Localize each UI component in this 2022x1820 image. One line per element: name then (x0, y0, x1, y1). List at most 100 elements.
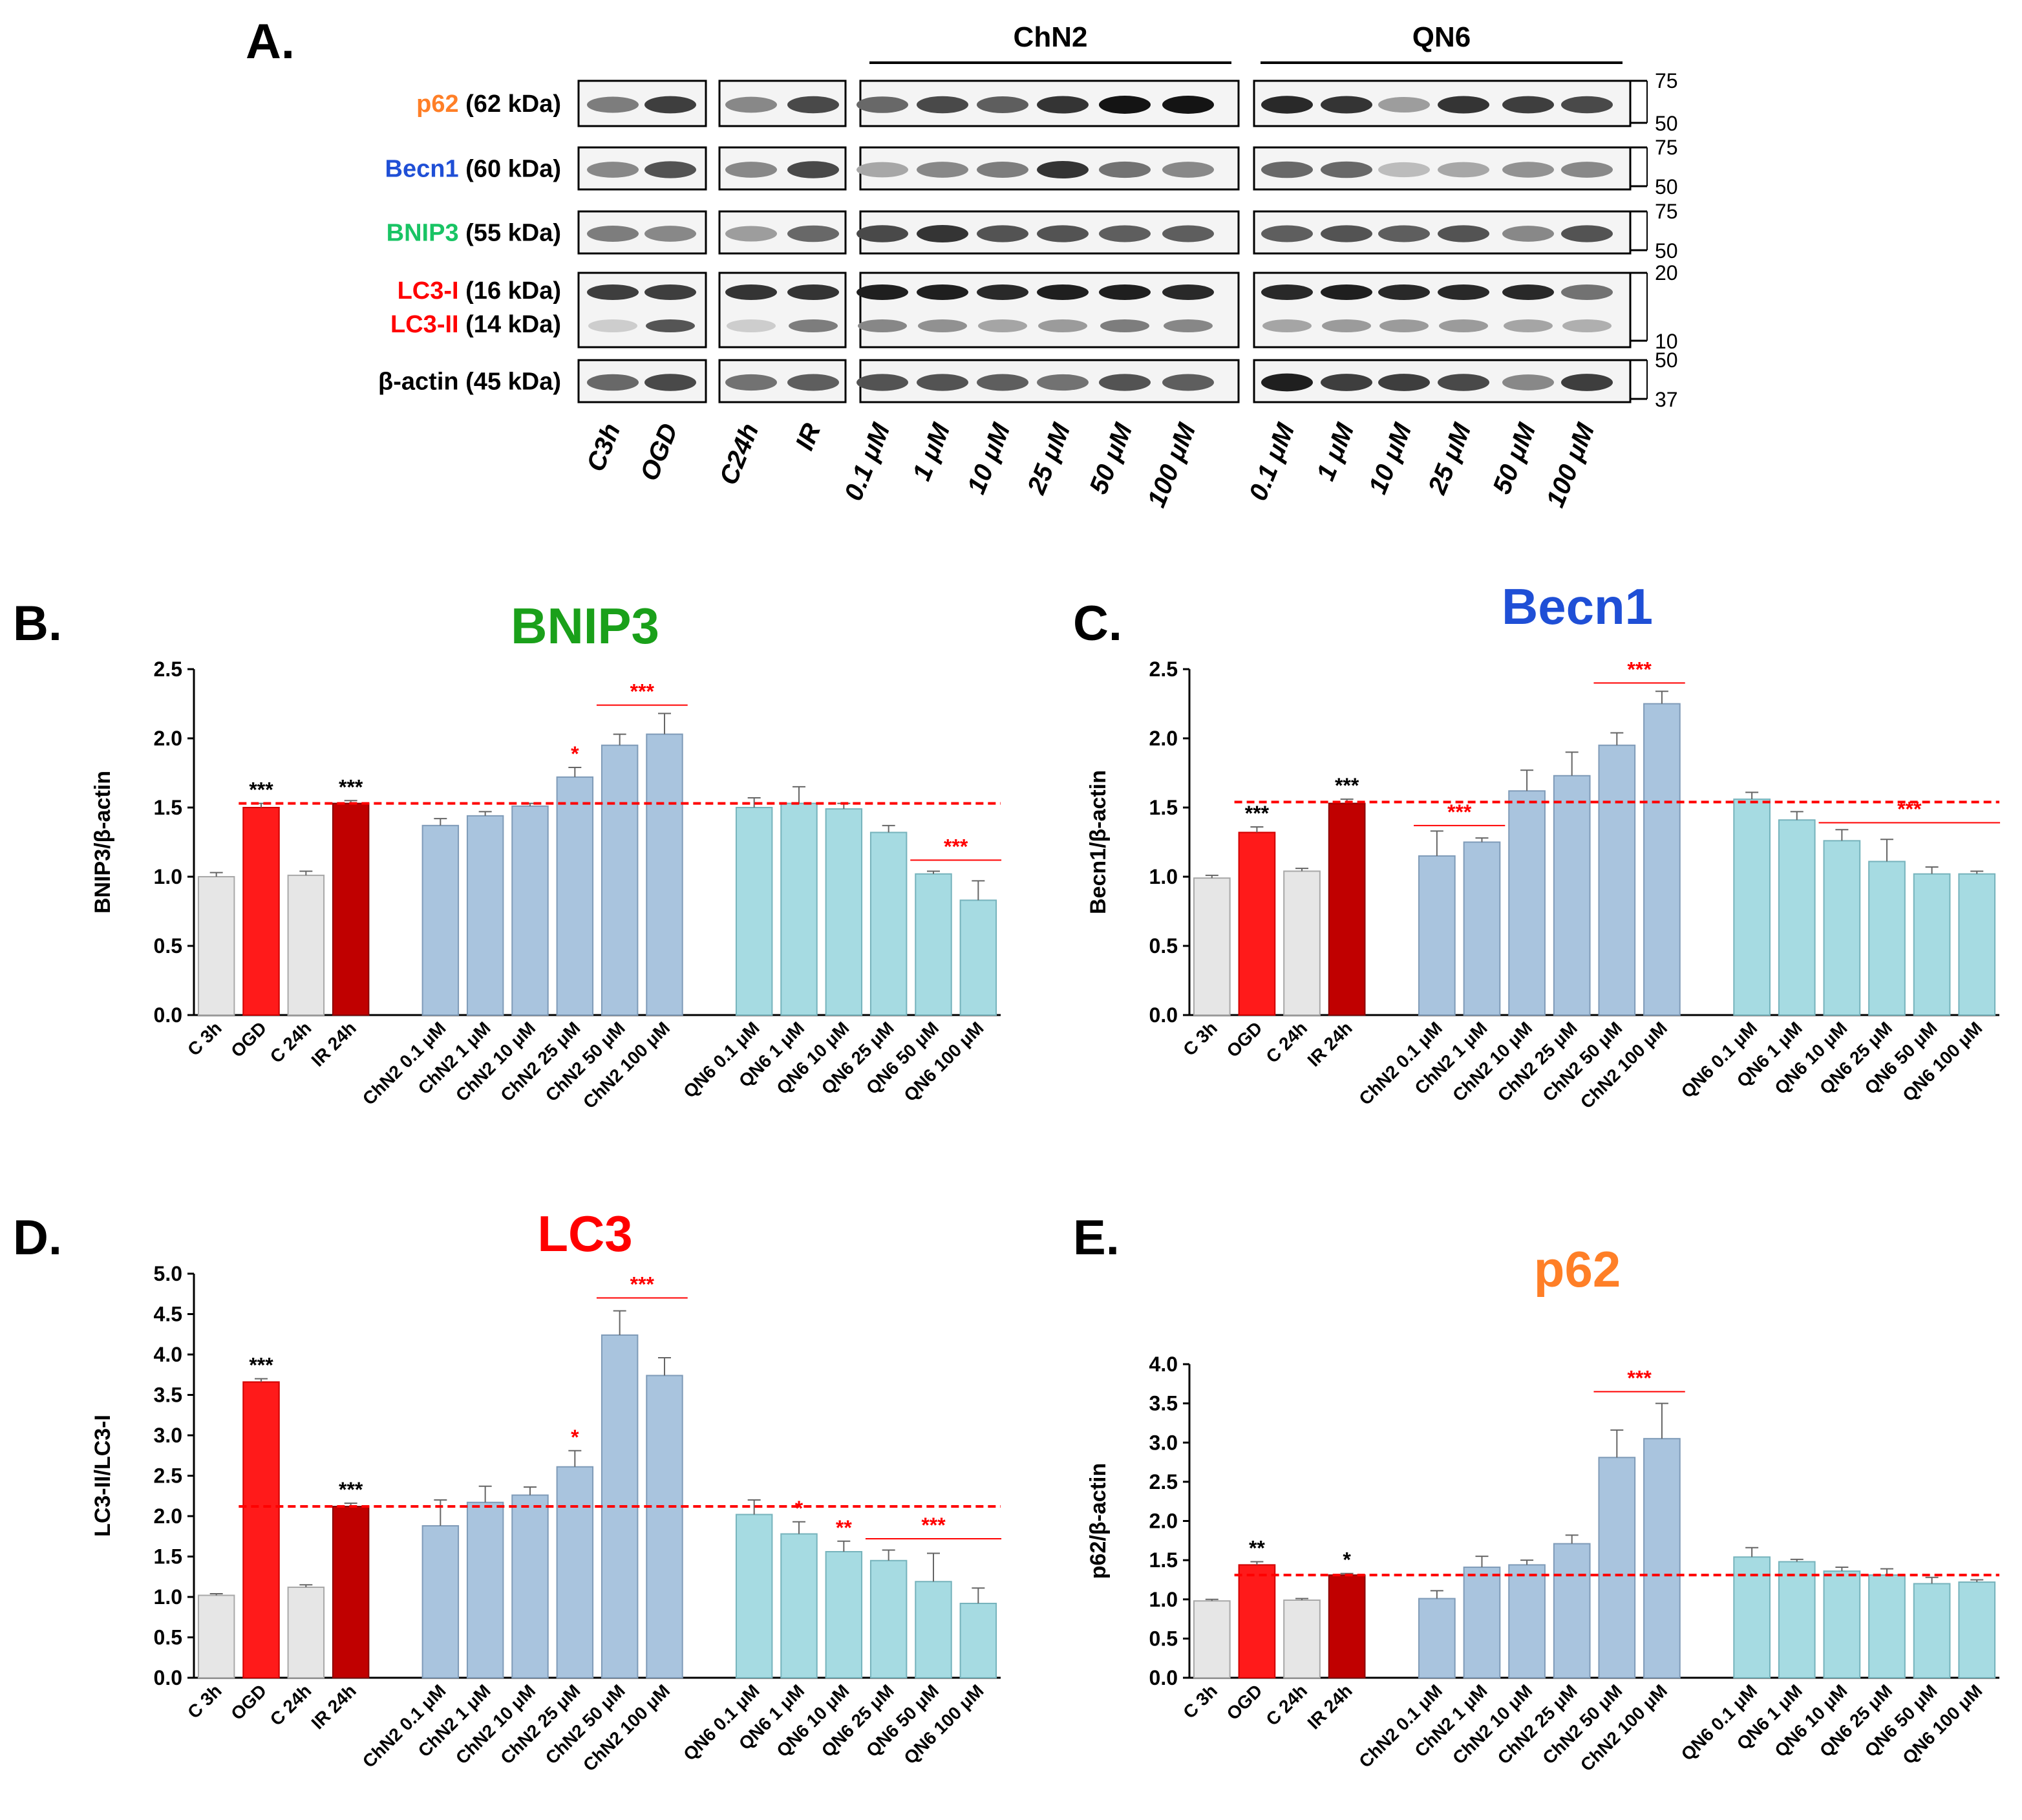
y-axis-label: BNIP3/β-actin (90, 771, 115, 914)
significance-marker: *** (249, 778, 273, 802)
significance-marker: *** (339, 775, 363, 798)
bar (1913, 873, 1951, 1016)
y-tick-label: 4.0 (154, 1343, 182, 1366)
blot-band (727, 319, 776, 332)
bnip3-chart: B. BNIP3 BNIP3/β-actin 0.0 0.5 1.0 1.5 2.0 2.5 C … (13, 596, 1002, 1113)
blot-band (644, 96, 696, 114)
blot-band (1378, 225, 1430, 242)
blot-band (1321, 374, 1372, 391)
y-tick-label: 1.5 (154, 796, 182, 819)
bar (287, 1587, 325, 1678)
bar (466, 815, 504, 1016)
lane-label: 1 μM (1312, 418, 1360, 484)
bar (1283, 1599, 1321, 1678)
bar (242, 807, 280, 1016)
bar (1328, 802, 1366, 1016)
significance-marker: *** (1627, 658, 1652, 681)
blot-band (1037, 284, 1089, 300)
lane-label: 1 μM (908, 418, 956, 484)
bar (421, 824, 460, 1016)
significance-marker: *** (630, 1273, 655, 1296)
lane-label: 0.1 μM (839, 418, 896, 504)
blot-label: Becn1 (60 kDa) (385, 156, 561, 183)
blot-band (1321, 161, 1372, 178)
bar (511, 805, 549, 1016)
blot-band (646, 319, 695, 332)
bar (1958, 873, 1996, 1016)
blot-band (917, 374, 968, 391)
panel-letter: B. (13, 596, 62, 651)
significance-marker: *** (944, 835, 968, 858)
x-tick-label: IR 24h (308, 1680, 360, 1733)
bar (1553, 1543, 1591, 1679)
blot-band (1162, 96, 1214, 114)
x-tick-label: C 3h (184, 1680, 226, 1722)
lane-label: IR (791, 420, 827, 455)
bar (1598, 1457, 1636, 1679)
y-tick-label: 1.0 (154, 1585, 182, 1609)
lane-label: 10 μM (1363, 418, 1418, 498)
y-tick-label: 2.0 (1149, 1510, 1178, 1533)
bar (735, 807, 773, 1016)
bar (1823, 1570, 1861, 1679)
bar (287, 874, 325, 1016)
blot-band (977, 374, 1028, 391)
bar (825, 1551, 863, 1678)
y-tick-label: 1.5 (1149, 796, 1178, 819)
bar (780, 1533, 818, 1678)
bar (1508, 790, 1546, 1016)
lane-label: 100 μM (1142, 418, 1202, 511)
blot-band (857, 374, 908, 391)
blot-band (917, 224, 968, 243)
bar (915, 1581, 952, 1678)
blot-band (857, 162, 908, 178)
blot-band (1037, 225, 1089, 242)
blot-band (787, 284, 839, 300)
blot-band (1502, 226, 1554, 242)
y-tick-label: 0.5 (1149, 1627, 1178, 1650)
significance-marker: *** (249, 1354, 273, 1377)
bar (735, 1514, 773, 1678)
protein-name: p62 (416, 91, 458, 118)
blot-band (857, 225, 908, 242)
blot-band (1099, 374, 1151, 391)
blot-band (1438, 162, 1489, 178)
mw-label: 75 (1655, 136, 1678, 159)
x-tick-label: OGD (1223, 1018, 1266, 1061)
bar (1823, 840, 1861, 1016)
blot-band (1261, 284, 1313, 300)
bar (1508, 1564, 1546, 1678)
x-tick-label: IR 24h (308, 1018, 360, 1070)
chart-title: Becn1 (1502, 578, 1653, 635)
x-tick-label: QN6 100 μM (1899, 1680, 1986, 1768)
x-tick-label: C 3h (1179, 1018, 1221, 1060)
blot-band (1438, 284, 1489, 300)
blot-band (917, 162, 968, 178)
bar (1418, 1598, 1456, 1679)
bar (1643, 1438, 1681, 1678)
y-tick-label: 2.5 (154, 1464, 182, 1488)
significance-marker: *** (921, 1514, 946, 1537)
blot-band (1561, 162, 1613, 178)
lane-label: 50 μM (1487, 418, 1542, 498)
blot-band (1162, 162, 1214, 178)
blot-band (1321, 225, 1372, 242)
blot-band (1100, 319, 1149, 332)
blot-band (977, 162, 1028, 178)
y-axis-label: p62/β-actin (1086, 1463, 1111, 1579)
significance-marker: *** (630, 680, 655, 703)
mw-label: 37 (1655, 388, 1678, 411)
bar (1778, 819, 1816, 1016)
blot-band (977, 225, 1028, 242)
x-tick-label: IR 24h (1304, 1680, 1356, 1733)
x-tick-label: QN6 100 μM (1899, 1018, 1986, 1105)
y-tick-label: 2.5 (1149, 658, 1178, 681)
blot-band (1321, 96, 1372, 114)
blot-band (1261, 225, 1313, 242)
y-tick-label: 2.0 (1149, 727, 1178, 750)
blot-band (587, 162, 639, 178)
blot-row-bnip3: BNIP3 (55 kDa) 75 50 (387, 200, 1678, 262)
bar (959, 899, 997, 1016)
